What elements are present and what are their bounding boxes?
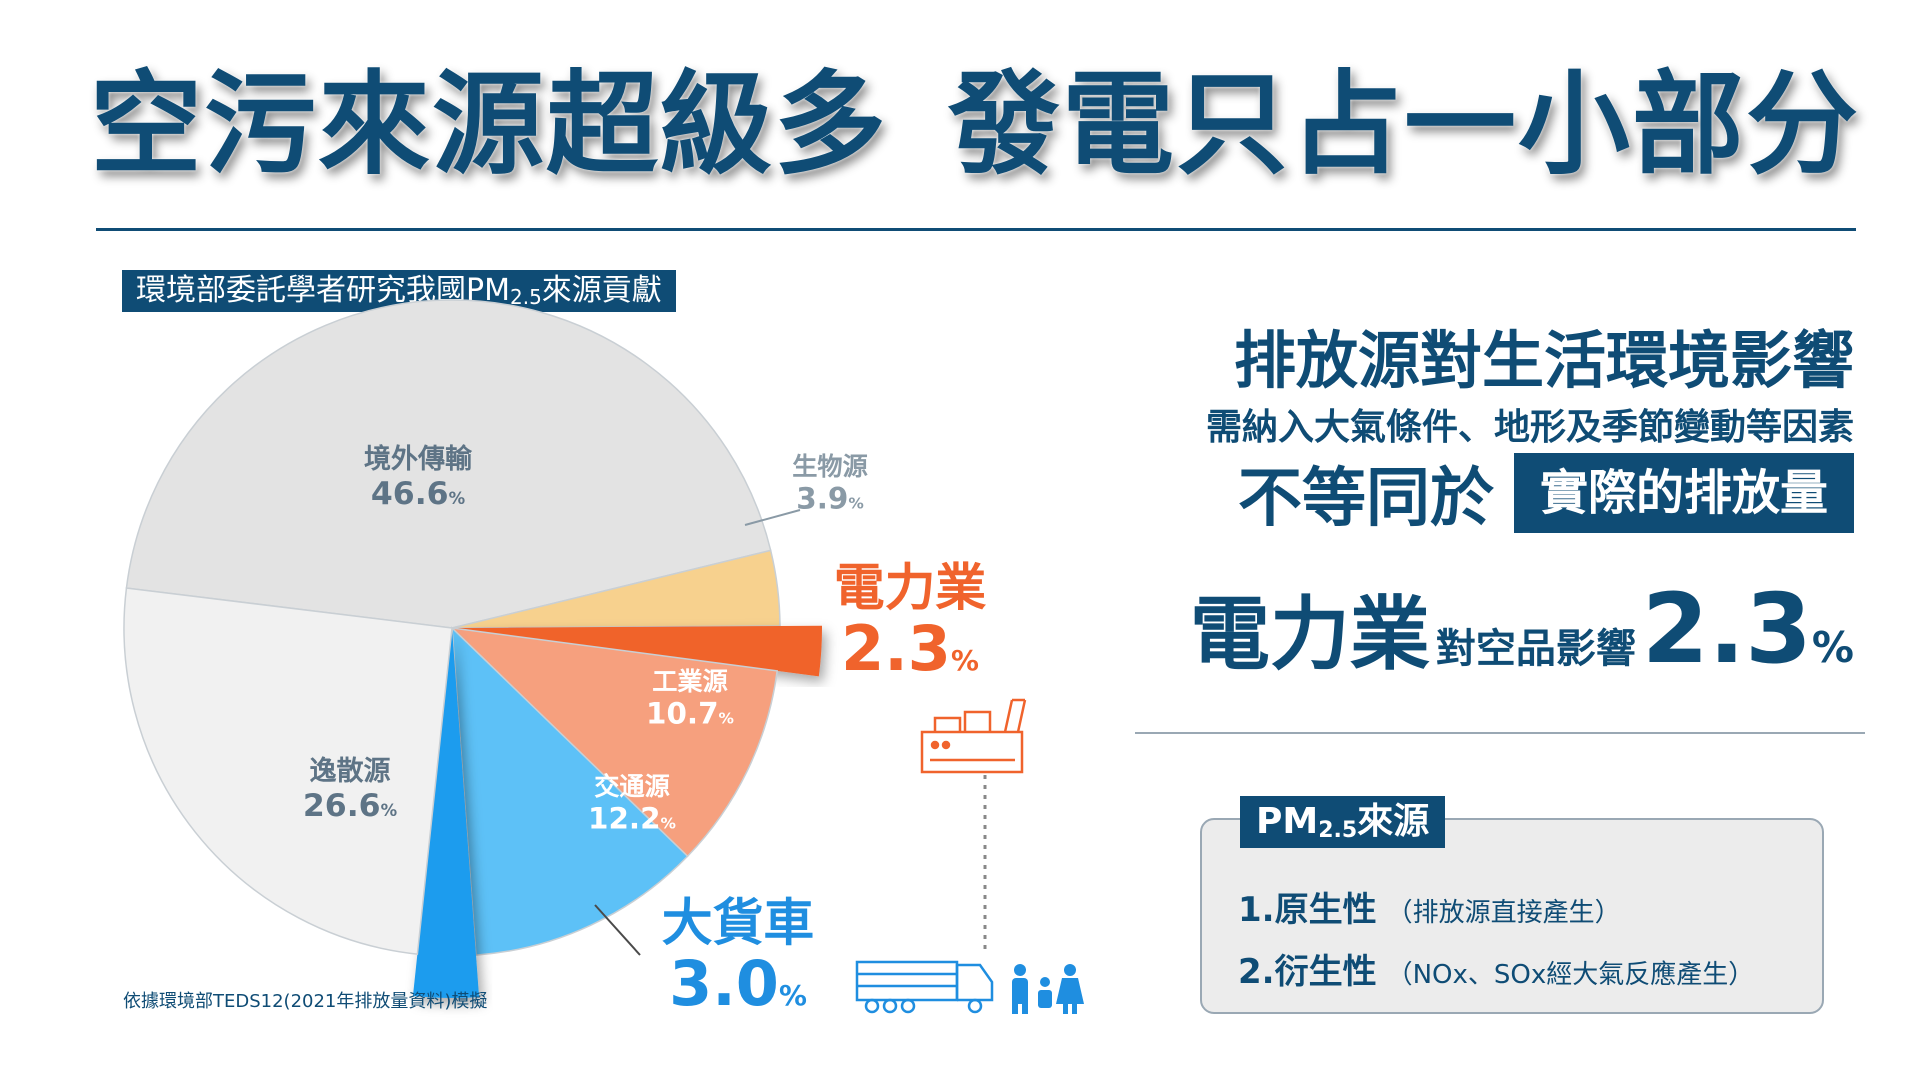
pm-item-lead: 1.原生性	[1238, 890, 1377, 930]
percent-sign: %	[848, 495, 863, 513]
title-divider	[96, 228, 1856, 231]
leader-line	[594, 904, 641, 956]
truck-icon	[855, 960, 994, 1014]
slice-value-label: 2.3%	[841, 612, 979, 685]
pm-tag-suffix: 來源	[1357, 801, 1430, 842]
pm-tag-text: PM	[1256, 801, 1319, 842]
slice-label: 交通源	[594, 772, 670, 801]
chart-label-sub: 2.5	[509, 285, 542, 309]
slice-label: 逸散源	[310, 756, 391, 787]
pm-item-note: （NOx、SOx經大氣反應產生）	[1386, 960, 1755, 990]
percent-sign: %	[449, 489, 466, 508]
pie-slice	[451, 626, 689, 956]
pm-source-box	[1200, 818, 1824, 1014]
pie-slice	[412, 628, 480, 999]
slice-label: 生物源	[792, 452, 868, 481]
pie-slice	[123, 587, 453, 955]
power-impact-value: 2.3	[1641, 573, 1812, 685]
source-note: 依據環境部TEDS12(2021年排放量資料)模擬	[123, 991, 488, 1012]
pm-item-note: （排放源直接產生）	[1386, 898, 1621, 928]
pie-slice	[449, 626, 779, 858]
right-line3: 不等同於 實際的排放量	[1238, 450, 1854, 536]
pm-tag-sub: 2.5	[1318, 818, 1358, 843]
chart-label: 環境部委託學者研究我國PM2.5來源貢獻	[122, 270, 676, 312]
slice-value-label: 3.9%	[796, 482, 864, 516]
percent-sign: %	[661, 815, 676, 833]
pm-item-primary: 1.原生性 （排放源直接產生）	[1238, 882, 1621, 931]
headline: 空污來源超級多 發電只占一小部分	[90, 50, 1860, 200]
slice-label: 大貨車	[662, 893, 815, 952]
leader-line	[744, 509, 801, 526]
family-icon	[1012, 964, 1084, 1014]
percent-sign: %	[951, 644, 979, 677]
slice-label: 境外傳輸	[364, 443, 473, 475]
power-impact-percent: %	[1811, 623, 1854, 672]
pie-slice	[125, 299, 772, 629]
air-quality-impact-label: 對空品影響	[1435, 626, 1636, 672]
power-impact-line: 電力業 對空品影響 2.3 %	[1190, 570, 1854, 685]
headline-part2: 發電只占一小部分	[948, 60, 1860, 190]
pm-source-tag: PM2.5來源	[1240, 796, 1446, 848]
percent-sign: %	[381, 801, 398, 820]
not-equal-text: 不等同於	[1237, 462, 1494, 536]
percent-sign: %	[719, 710, 734, 728]
pm-item-lead: 2.衍生性	[1238, 952, 1377, 992]
right-heading: 排放源對生活環境影響	[1233, 324, 1854, 397]
actual-emission-box: 實際的排放量	[1513, 453, 1854, 533]
pie-chart: 境外傳輸46.6%生物源3.9%電力業2.3%工業源10.7%交通源12.2%大…	[123, 299, 1084, 1020]
chart-label-suffix: 來源貢獻	[541, 273, 662, 308]
headline-part1: 空污來源超級多	[90, 60, 888, 190]
pm-item-secondary: 2.衍生性 （NOx、SOx經大氣反應產生）	[1238, 944, 1754, 993]
percent-sign: %	[779, 979, 807, 1012]
factory-icon	[920, 698, 1027, 774]
slice-label: 工業源	[652, 667, 728, 696]
pie-slice	[452, 625, 822, 677]
slice-value-label: 3.0%	[669, 947, 807, 1020]
slice-label: 電力業	[834, 558, 987, 617]
right-subheading: 需納入大氣條件、地形及季節變動等因素	[1205, 407, 1854, 448]
power-sector-label: 電力業	[1189, 588, 1430, 681]
pie-slice	[451, 549, 781, 629]
right-divider	[1135, 732, 1865, 734]
